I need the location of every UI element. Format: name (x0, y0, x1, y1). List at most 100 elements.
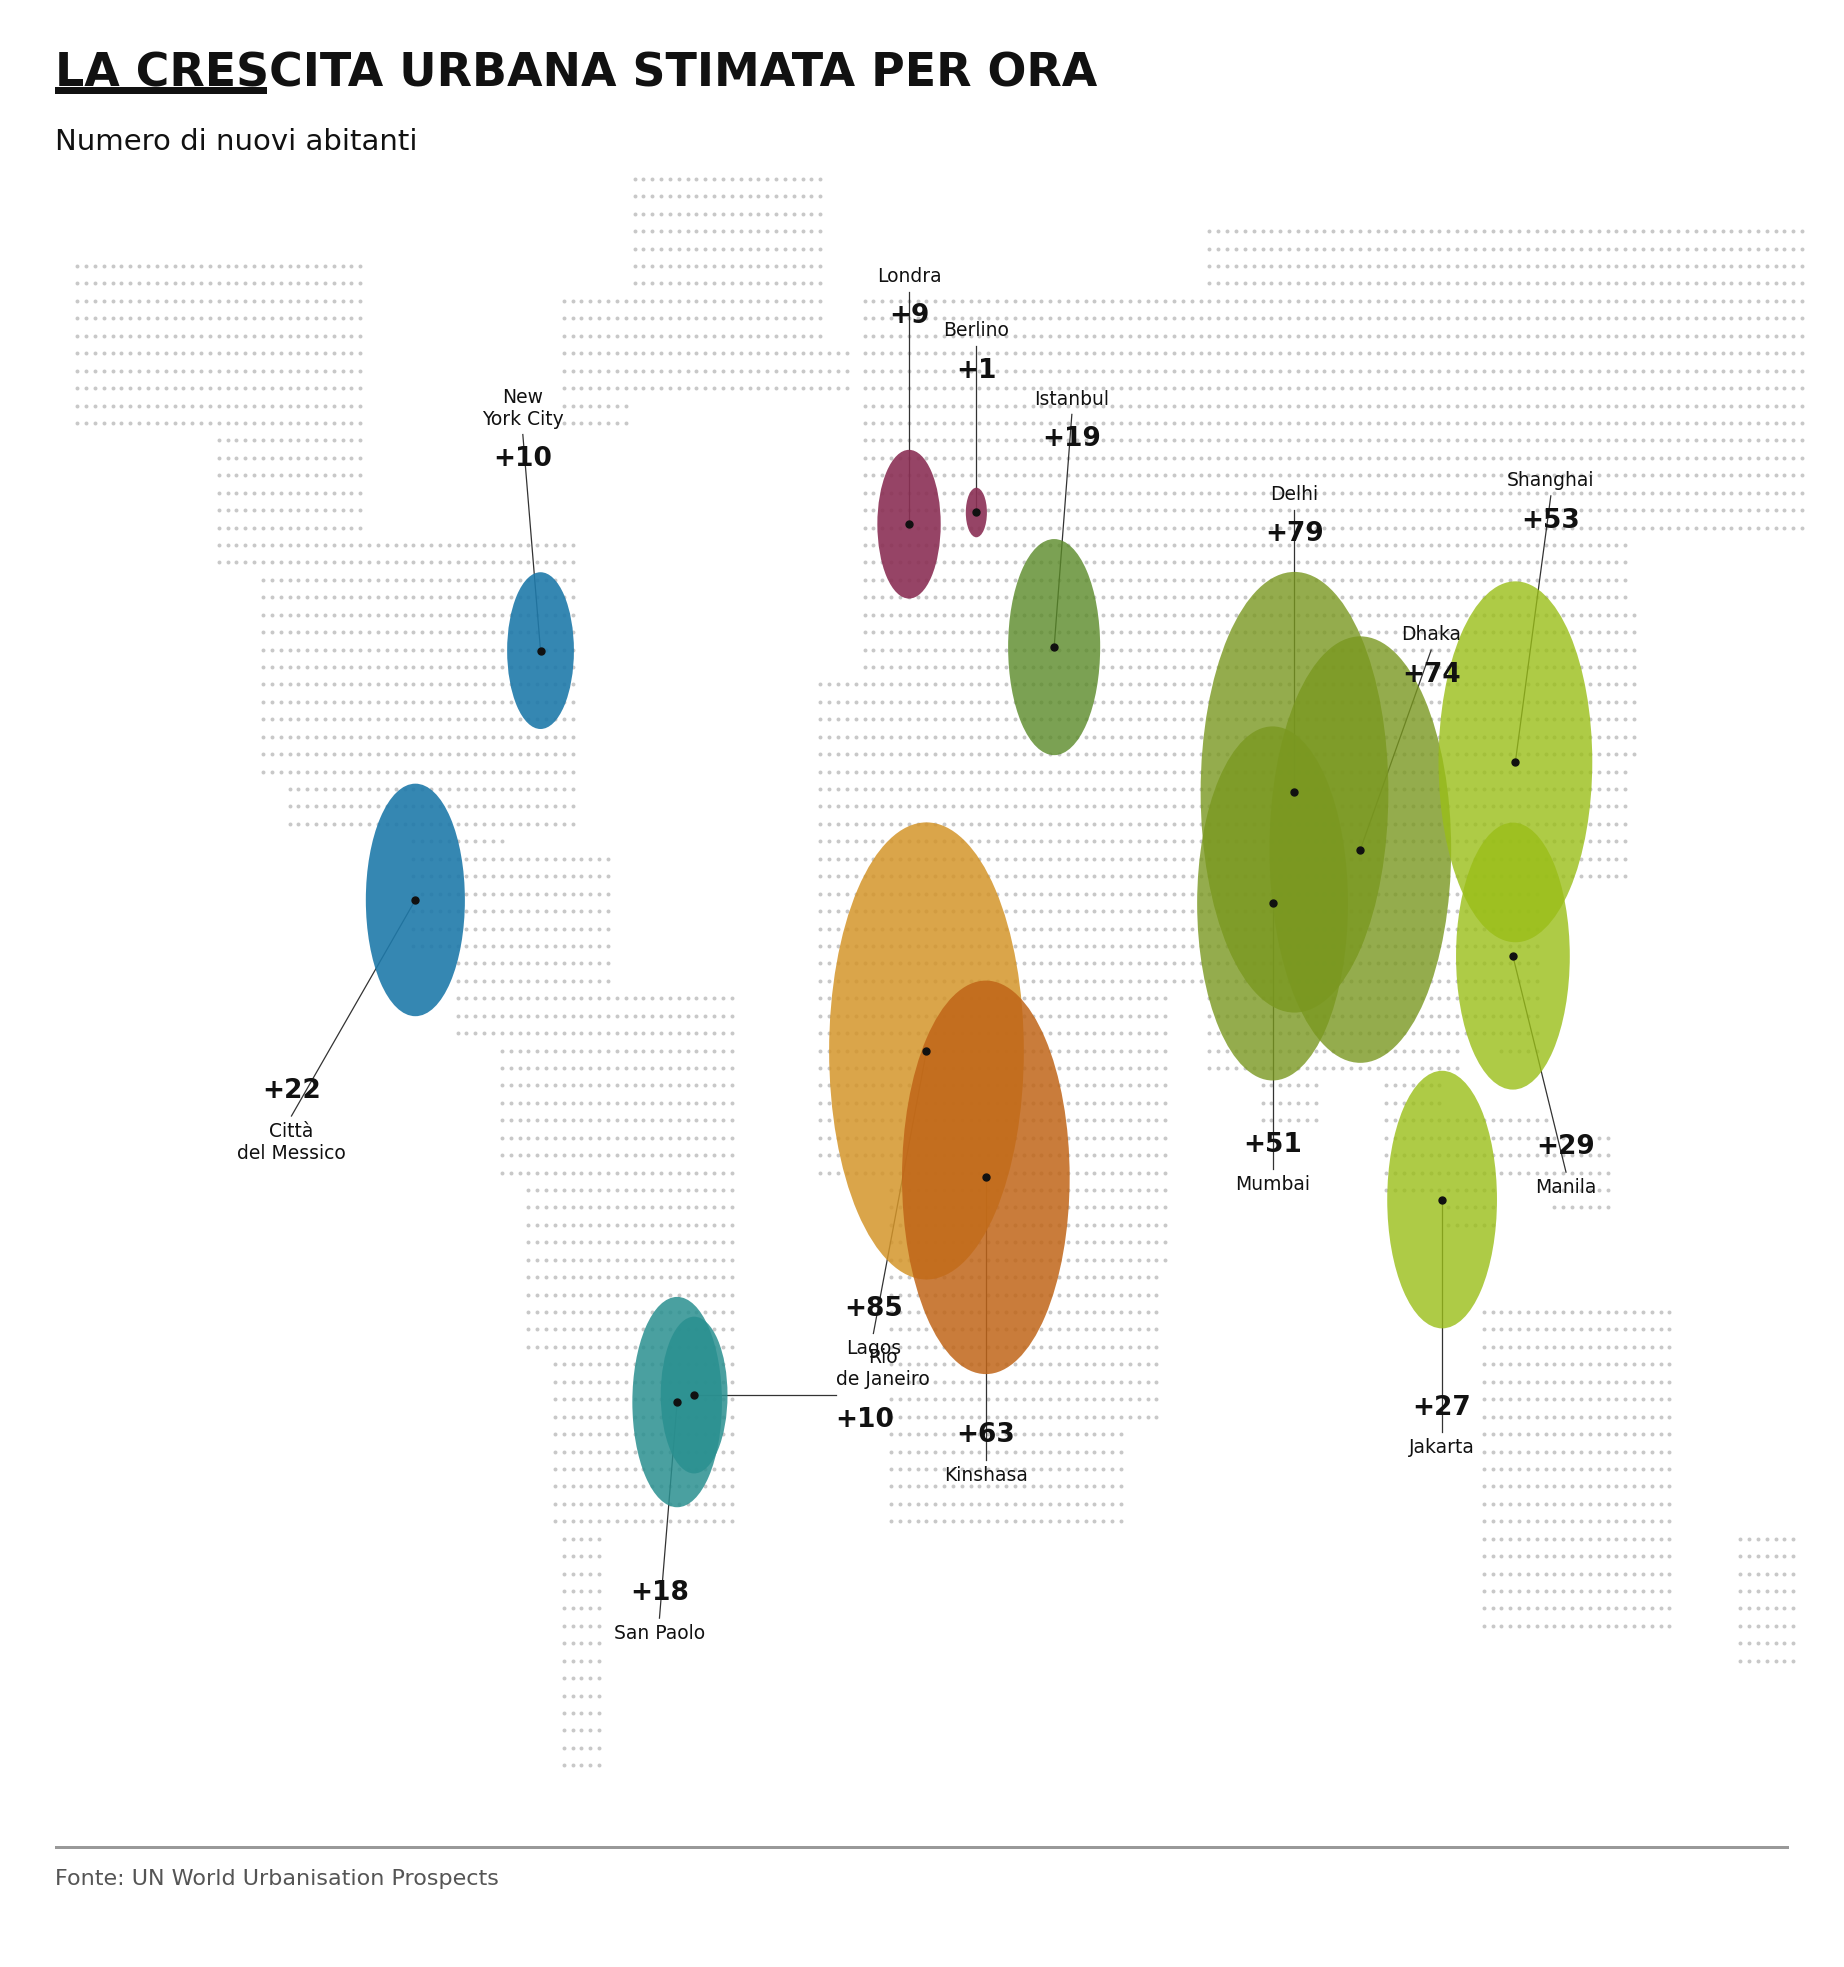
Point (310, 808, 339, 840)
Point (1486, 1332, 1516, 1363)
Point (762, 250, 791, 281)
Point (955, 1365, 985, 1397)
Point (1363, 232, 1392, 264)
Point (107, 303, 136, 334)
Point (408, 616, 437, 647)
Point (1398, 669, 1427, 700)
Point (1044, 1314, 1073, 1345)
Point (1053, 547, 1082, 578)
Point (1293, 791, 1322, 822)
Point (585, 1715, 614, 1747)
Point (1141, 1332, 1171, 1363)
Point (1071, 1365, 1101, 1397)
Point (1521, 984, 1551, 1015)
Point (673, 1436, 703, 1467)
Point (1309, 616, 1339, 647)
Point (1514, 565, 1543, 596)
Point (566, 1088, 596, 1119)
Point (664, 232, 693, 264)
Point (550, 1471, 579, 1503)
Point (964, 1210, 994, 1241)
Point (1637, 216, 1667, 248)
Point (1248, 1017, 1278, 1048)
Point (417, 600, 446, 631)
Point (1256, 285, 1285, 317)
Point (1495, 984, 1525, 1015)
Point (1125, 582, 1154, 614)
Point (1097, 1227, 1127, 1259)
Point (310, 389, 339, 421)
Point (1495, 547, 1525, 578)
Point (1062, 1070, 1092, 1102)
Point (1486, 285, 1516, 317)
Point (487, 913, 516, 944)
Point (629, 372, 658, 403)
Point (559, 844, 588, 875)
Point (1416, 460, 1446, 492)
Point (398, 913, 428, 944)
Point (974, 1505, 1003, 1536)
Point (1337, 669, 1366, 700)
Point (1344, 354, 1374, 386)
Point (1363, 547, 1392, 578)
Point (1372, 966, 1401, 997)
Point (514, 686, 544, 718)
Point (124, 250, 153, 281)
Point (461, 565, 491, 596)
Point (1495, 1121, 1525, 1153)
Point (610, 407, 640, 439)
Point (603, 1332, 632, 1363)
Point (673, 1035, 703, 1066)
Point (1593, 1296, 1623, 1328)
Point (743, 268, 773, 299)
Point (1514, 1576, 1543, 1607)
Point (1486, 1540, 1516, 1572)
Point (1186, 773, 1215, 805)
Point (1698, 443, 1728, 474)
Point (939, 1279, 968, 1310)
Point (328, 669, 358, 700)
Point (1698, 321, 1728, 352)
Point (948, 354, 977, 386)
Point (885, 547, 915, 578)
Point (629, 1017, 658, 1048)
Point (1132, 1383, 1162, 1414)
Point (1116, 1088, 1145, 1119)
Point (1416, 354, 1446, 386)
Point (920, 1401, 950, 1432)
Point (1239, 529, 1269, 561)
Point (974, 616, 1003, 647)
Point (540, 1471, 570, 1503)
Point (585, 1611, 614, 1642)
Point (664, 216, 693, 248)
Point (1300, 1105, 1330, 1137)
Point (638, 1017, 668, 1048)
Point (345, 616, 374, 647)
Point (249, 285, 278, 317)
Point (1071, 529, 1101, 561)
Point (876, 476, 905, 507)
Point (1265, 1017, 1294, 1048)
Point (1389, 547, 1418, 578)
Point (1628, 1383, 1658, 1414)
Point (160, 389, 190, 421)
Point (1097, 844, 1127, 875)
Point (522, 1121, 551, 1153)
Point (505, 686, 535, 718)
Point (496, 1139, 526, 1170)
Point (1160, 443, 1189, 474)
Point (1451, 1210, 1481, 1241)
Point (1036, 704, 1066, 736)
Point (1097, 547, 1127, 578)
Point (594, 1332, 623, 1363)
Point (1169, 443, 1199, 474)
Point (876, 860, 905, 891)
Point (1451, 511, 1481, 543)
Point (496, 948, 526, 980)
Point (1531, 1314, 1560, 1345)
Point (920, 1192, 950, 1223)
Point (1470, 1105, 1499, 1137)
Point (566, 1157, 596, 1188)
Point (1036, 1279, 1066, 1310)
Point (1593, 565, 1623, 596)
